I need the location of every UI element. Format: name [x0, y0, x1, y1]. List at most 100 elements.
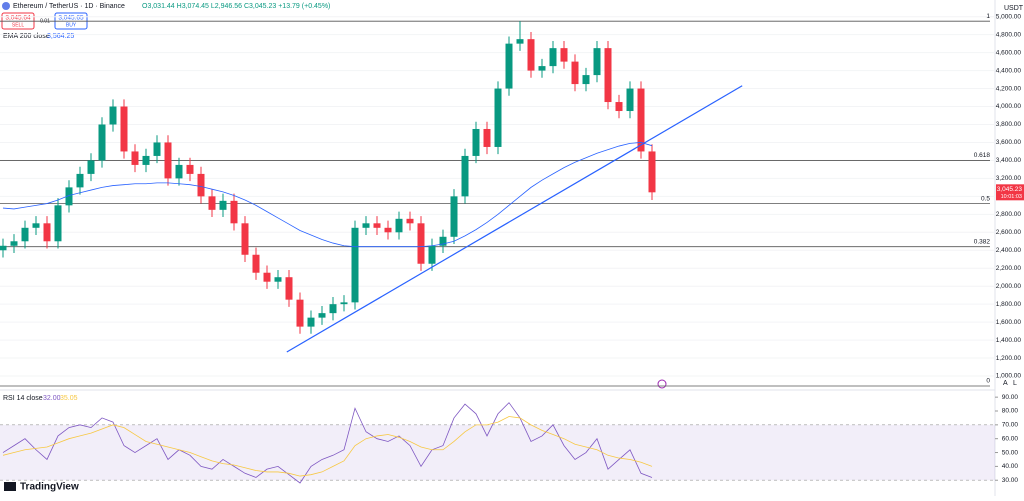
y-tick-label: 1,400.00	[996, 337, 1022, 344]
symbol[interactable]: Ethereum / TetherUS · 1D · Binance	[13, 3, 125, 10]
candle-body	[439, 236, 447, 246]
last-price: 3,045.23	[997, 186, 1023, 193]
y-tick-label: 2,200.00	[996, 265, 1022, 272]
candle-body	[516, 39, 524, 44]
y-tick-label: 90.00	[1002, 394, 1019, 401]
candle-body	[615, 102, 623, 112]
candle-body	[450, 196, 458, 237]
trendline	[286, 85, 743, 353]
candle-body	[549, 48, 557, 67]
y-tick-label: 2,800.00	[996, 211, 1022, 218]
candle-body	[10, 241, 18, 246]
y-tick-label: 3,600.00	[996, 139, 1022, 146]
candle-body	[43, 223, 51, 242]
last-price-tag	[996, 184, 1024, 201]
rsi-band	[0, 424, 995, 481]
fib-label: 0.618	[974, 152, 991, 159]
candle-body	[32, 223, 40, 228]
candle-body	[208, 196, 216, 210]
candle-body	[406, 218, 414, 224]
candle-body	[373, 223, 381, 228]
candle-body	[65, 187, 73, 206]
ema-label: EMA 200 close	[3, 33, 50, 40]
candle-body	[483, 128, 491, 147]
y-tick-label: 4,800.00	[996, 31, 1022, 38]
candle-body	[593, 48, 601, 76]
candle-body	[351, 227, 359, 303]
candle-body	[186, 164, 194, 174]
candle-body	[87, 160, 95, 174]
rsi-ma-value: 35.05	[60, 395, 78, 402]
brand: TradingView	[20, 482, 79, 493]
candle-body	[164, 142, 172, 179]
rsi-value: 32.00	[43, 395, 61, 402]
candle-body	[0, 245, 7, 251]
y-tick-label: 3,800.00	[996, 121, 1022, 128]
candle-body	[98, 124, 106, 161]
candle-body	[230, 200, 238, 224]
candle-body	[329, 304, 337, 314]
candle-body	[109, 106, 117, 125]
event-marker[interactable]	[657, 379, 667, 389]
y-tick-label: 70.00	[1002, 422, 1019, 429]
fib-label: 0	[986, 378, 990, 385]
y-tick-label: 3,200.00	[996, 175, 1022, 182]
candle-body	[307, 317, 315, 327]
candle-body	[274, 277, 282, 282]
candle-body	[219, 200, 227, 210]
currency[interactable]: USDT	[1004, 5, 1024, 12]
y-tick-label: 2,600.00	[996, 229, 1022, 236]
candle-body	[472, 128, 480, 156]
y-tick-label: 30.00	[1002, 477, 1019, 484]
candle-body	[395, 218, 403, 233]
fib-label: 1	[986, 13, 990, 20]
candle-body	[494, 88, 502, 147]
candle-body	[197, 173, 205, 197]
y-tick-label: 5,000.00	[996, 13, 1022, 20]
countdown: 10:01:03	[1001, 194, 1022, 200]
log-button[interactable]: L	[1013, 380, 1017, 387]
candle-body	[285, 277, 293, 300]
candle-body	[505, 43, 513, 89]
candle-body	[527, 39, 535, 71]
candle-body	[582, 75, 590, 85]
ema-line	[2, 142, 653, 248]
sell-price: 3,045.64	[5, 15, 31, 22]
auto-button[interactable]: A	[1003, 380, 1008, 387]
buy-label: BUY	[66, 22, 77, 28]
y-tick-label: 80.00	[1002, 408, 1019, 415]
candle-body	[417, 223, 425, 264]
candle-body	[318, 313, 326, 318]
rsi-line	[2, 416, 653, 477]
y-tick-label: 4,400.00	[996, 67, 1022, 74]
candle-body	[131, 151, 139, 165]
y-tick-label: 50.00	[1002, 449, 1019, 456]
candle-body	[604, 48, 612, 103]
y-tick-label: 4,600.00	[996, 49, 1022, 56]
candle-body	[296, 299, 304, 327]
candle-body	[142, 155, 150, 165]
buy-price: 3,045.65	[58, 15, 84, 22]
y-tick-label: 2,000.00	[996, 283, 1022, 290]
y-tick-label: 2,400.00	[996, 247, 1022, 254]
candle-body	[637, 88, 645, 152]
y-tick-label: 1,800.00	[996, 301, 1022, 308]
y-tick-label: 1,600.00	[996, 319, 1022, 326]
candle-body	[560, 48, 568, 62]
candle-body	[252, 254, 260, 273]
y-tick-label: 1,000.00	[996, 373, 1022, 380]
candle-body	[538, 66, 546, 71]
candle-body	[175, 164, 183, 179]
ema-value: 3,564.25	[47, 33, 74, 40]
candle-body	[384, 227, 392, 233]
rsi-line	[2, 402, 653, 484]
y-tick-label: 4,200.00	[996, 85, 1022, 92]
y-tick-label: 1,200.00	[996, 355, 1022, 362]
symbol-icon	[2, 2, 10, 10]
brand-logo	[4, 482, 16, 491]
candle-body	[428, 245, 436, 264]
y-tick-label: 3,400.00	[996, 157, 1022, 164]
y-tick-label: 60.00	[1002, 435, 1019, 442]
candle-body	[241, 223, 249, 255]
candle-body	[461, 155, 469, 197]
